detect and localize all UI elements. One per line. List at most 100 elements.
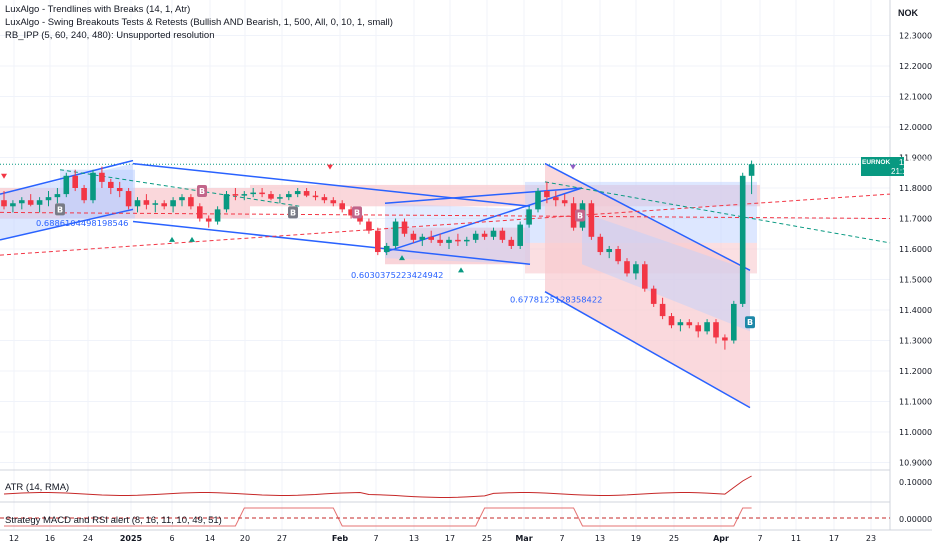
price-tick-label: 12.30000 — [899, 32, 932, 41]
candle-body — [570, 203, 577, 228]
candle — [312, 191, 319, 201]
candle — [633, 261, 639, 280]
candle — [713, 319, 719, 344]
candle — [455, 233, 461, 246]
bearish-triangle — [1, 173, 7, 179]
candle — [197, 203, 203, 222]
candle — [748, 160, 755, 195]
candle — [392, 218, 399, 249]
candle-body — [357, 215, 363, 222]
date-tick-label: 25 — [669, 534, 679, 543]
candle — [490, 227, 497, 240]
candle-body — [553, 197, 559, 201]
date-tick-label: 25 — [482, 534, 492, 543]
candle — [695, 322, 701, 338]
candle-body — [152, 203, 159, 205]
legend-trendlines[interactable]: LuxAlgo - Trendlines with Breaks (14, 1,… — [5, 4, 191, 15]
candle — [286, 191, 292, 201]
candle-body — [375, 230, 381, 253]
bullish-b-marker: B — [745, 316, 755, 329]
candle — [143, 194, 150, 210]
candle-body — [134, 200, 141, 207]
candle — [303, 188, 310, 198]
price-tick-label: 11.40000 — [899, 306, 932, 315]
price-tick-label: 11.50000 — [899, 276, 932, 285]
candle — [375, 227, 381, 256]
marker-box — [745, 316, 755, 329]
legend-atr[interactable]: ATR (14, RMA) — [5, 482, 70, 493]
candle-body — [188, 197, 194, 207]
candle — [81, 184, 87, 204]
candle-body — [339, 203, 345, 210]
currency-label[interactable]: NOK — [894, 6, 922, 20]
candle-body — [535, 191, 541, 210]
symbol-tag: EURNOK — [862, 158, 896, 167]
bullish-triangle — [169, 236, 175, 242]
price-tick-label: 11.10000 — [899, 398, 932, 407]
date-tick-label: 2025 — [120, 534, 143, 543]
candle-body — [419, 236, 426, 240]
candle-body — [348, 209, 354, 216]
indicator-tick-label: 0.10000 — [899, 478, 932, 487]
bullish-channel-fill — [582, 212, 750, 332]
candle-body — [81, 188, 87, 201]
date-tick-label: Feb — [332, 534, 349, 543]
candle — [72, 169, 78, 192]
candle — [232, 188, 239, 201]
candle-body — [170, 200, 176, 207]
legend-swing-breakouts[interactable]: LuxAlgo - Swing Breakouts Tests & Retest… — [5, 17, 393, 28]
candle-body — [490, 230, 497, 237]
date-tick-label: 6 — [169, 534, 174, 543]
marker-text: B — [199, 187, 205, 196]
candle-body — [1, 200, 7, 207]
candle-body — [464, 239, 470, 242]
candle — [401, 218, 408, 237]
candle-body — [161, 203, 167, 207]
candle — [188, 194, 194, 210]
atr-line — [3, 475, 752, 498]
price-axis[interactable]: 12.30000 12.20000 12.10000 12.00000 11.90000… — [899, 32, 932, 525]
date-tick-label: 12 — [9, 534, 19, 543]
last-price: 11.87790 — [899, 158, 932, 167]
bearish-b-marker: B — [352, 206, 362, 219]
channel-line — [0, 208, 134, 241]
candle-body — [597, 236, 604, 253]
candle — [642, 261, 648, 292]
candle-body — [739, 175, 746, 304]
time-axis[interactable]: 12 16 24 2025 6 14 20 27 Feb 7 13 17 25 Mar 7 13 19 25 Apr… — [9, 534, 876, 543]
marker-text: B — [57, 205, 63, 214]
candle-body — [588, 203, 595, 237]
candle-body — [668, 316, 675, 326]
candle — [446, 236, 452, 249]
legend-strategy[interactable]: Strategy MACD and RSI alert (8, 16, 11, … — [5, 515, 222, 526]
candle-body — [677, 322, 684, 326]
date-tick-label: 27 — [277, 534, 287, 543]
bullish-triangle — [458, 267, 464, 273]
candle — [330, 197, 337, 207]
candle — [588, 200, 595, 240]
candle — [19, 197, 25, 210]
candle — [481, 230, 488, 240]
legend-rb-ipp[interactable]: RB_IPP (5, 60, 240, 480): Unsupported re… — [5, 30, 215, 41]
candle — [36, 197, 43, 213]
candle-body — [259, 192, 265, 195]
bearish-triangle — [327, 164, 333, 170]
candle-body — [27, 200, 34, 205]
candle-body — [205, 218, 212, 222]
candle-body — [63, 175, 70, 195]
candle — [108, 178, 114, 195]
candle-body — [179, 197, 185, 201]
candle-body — [383, 245, 390, 253]
support-line — [0, 211, 891, 219]
price-tick-label: 12.00000 — [899, 123, 932, 132]
channel-line — [132, 220, 531, 265]
candle — [544, 181, 550, 204]
candle — [321, 194, 328, 204]
date-tick-label: 7 — [757, 534, 762, 543]
candle-body — [99, 172, 105, 182]
channel-line — [384, 187, 583, 253]
candle-body — [428, 236, 434, 240]
price-tick-label: 12.20000 — [899, 62, 932, 71]
candle-body — [499, 230, 506, 240]
